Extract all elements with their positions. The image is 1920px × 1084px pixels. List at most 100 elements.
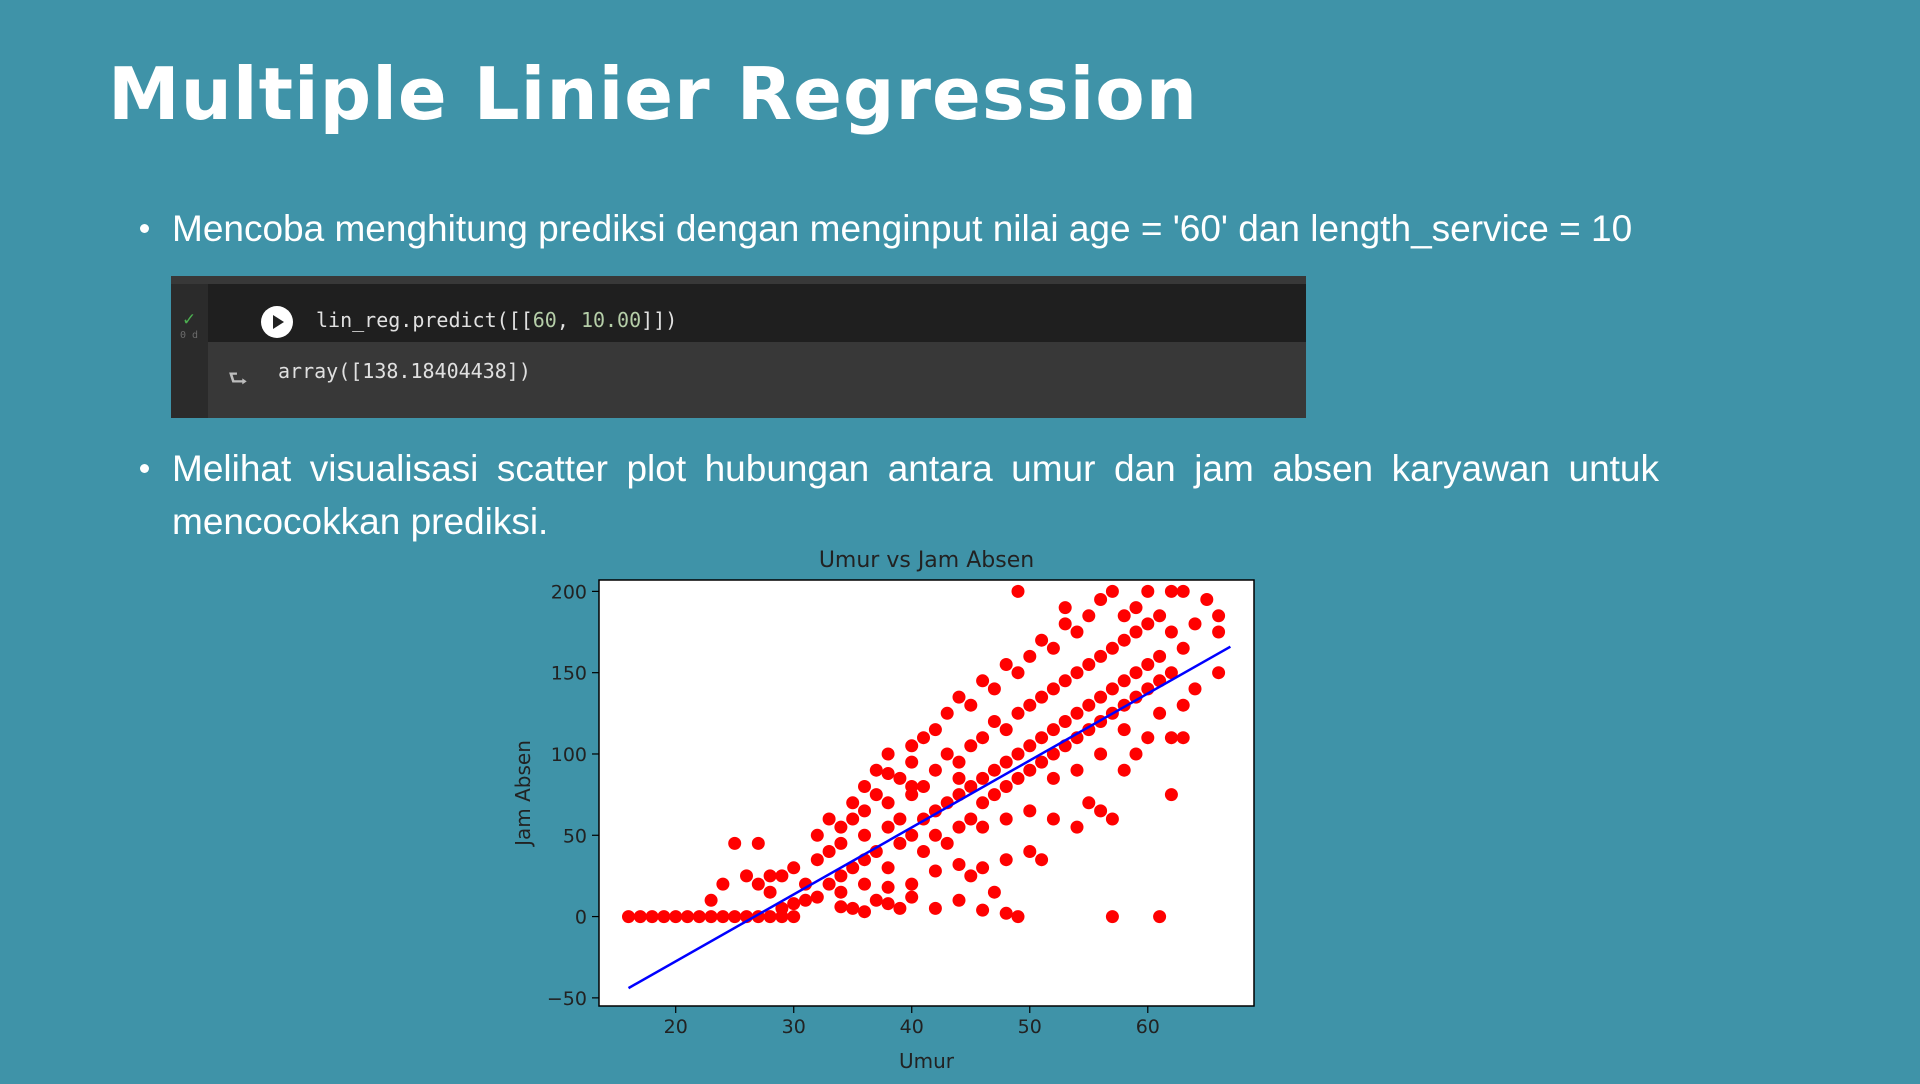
data-point (1011, 910, 1025, 924)
y-tick-label: 0 (575, 907, 587, 929)
y-tick-label: 100 (551, 744, 587, 766)
data-point (869, 788, 883, 802)
data-point (1164, 584, 1178, 598)
data-point (669, 910, 683, 924)
data-point (928, 723, 942, 737)
data-point (1082, 658, 1096, 671)
data-point (740, 869, 753, 883)
y-axis-label: Jam Absen (511, 740, 535, 848)
data-point (1164, 731, 1178, 745)
data-point (964, 739, 978, 753)
x-tick-label: 50 (1018, 1016, 1042, 1038)
bullet-item-2: Melihat visualisasi scatter plot hubunga… (140, 442, 1659, 552)
data-point (1212, 625, 1226, 639)
data-point (987, 715, 1001, 728)
data-point (1035, 633, 1049, 647)
data-point (976, 771, 990, 785)
data-point (1046, 723, 1060, 737)
data-point (834, 900, 848, 914)
data-point (999, 723, 1013, 737)
chart-svg: 20 30 40 50 60 −50 0 50 100 150 200 Umur vs Jam Abs… (511, 548, 1255, 1073)
data-point (1129, 625, 1143, 639)
code-output-text: array([138.18404438]) (278, 359, 531, 383)
x-tick-label: 20 (664, 1016, 688, 1038)
data-point (964, 812, 978, 826)
data-point (893, 836, 907, 850)
data-point (1011, 706, 1025, 720)
code-input-text[interactable]: lin_reg.predict([[60, 10.00]]) (316, 308, 678, 332)
data-point (1011, 666, 1025, 680)
data-point (858, 804, 871, 818)
x-tick-label: 30 (782, 1016, 806, 1038)
data-point (1105, 641, 1119, 655)
data-point (1164, 788, 1178, 802)
output-icon[interactable]: ⮑ (228, 367, 248, 392)
data-point (834, 836, 848, 850)
data-point (1129, 601, 1143, 615)
data-point (787, 861, 801, 875)
data-point (1046, 812, 1060, 826)
data-point (763, 885, 777, 899)
data-point (1046, 747, 1060, 761)
data-point (905, 739, 919, 753)
data-point (1129, 666, 1143, 680)
check-icon: ✓ (182, 310, 197, 330)
data-point (952, 755, 966, 769)
data-point (1082, 698, 1096, 712)
data-point (1176, 698, 1190, 712)
data-point (1117, 633, 1131, 647)
data-point (952, 690, 966, 704)
data-point (1176, 731, 1190, 745)
data-point (987, 682, 1001, 696)
data-point (1023, 804, 1037, 818)
data-point (846, 901, 860, 915)
data-point (952, 771, 966, 785)
y-tick-label: 50 (563, 825, 587, 847)
data-point (1129, 747, 1143, 761)
data-point (846, 812, 860, 826)
data-point (999, 853, 1013, 867)
run-cell-icon[interactable] (261, 306, 293, 338)
data-point (905, 755, 919, 769)
data-point (704, 910, 718, 924)
data-point (1011, 584, 1025, 598)
data-point (881, 861, 895, 875)
data-point (1070, 706, 1084, 720)
data-point (1105, 812, 1119, 826)
data-point (999, 906, 1013, 920)
execution-time: 0 d (180, 330, 199, 341)
data-point (1141, 658, 1155, 671)
data-point (964, 869, 978, 883)
data-point (952, 820, 966, 834)
data-point (692, 910, 706, 924)
data-point (1011, 747, 1025, 761)
data-point (905, 780, 919, 793)
data-point (1070, 666, 1084, 680)
data-point (834, 885, 848, 899)
data-point (1011, 771, 1025, 785)
data-point (799, 893, 812, 907)
code-input-area[interactable]: lin_reg.predict([[60, 10.00]]) (208, 284, 1306, 342)
data-point (869, 763, 883, 777)
data-point (999, 780, 1013, 793)
data-point (751, 836, 765, 850)
data-point (1058, 601, 1072, 615)
data-point (1141, 584, 1155, 598)
data-point (846, 861, 860, 875)
scatter-chart: 20 30 40 50 60 −50 0 50 100 150 200 Umur vs Jam Abs… (500, 535, 1280, 1080)
data-point (1070, 820, 1084, 834)
data-point (834, 820, 848, 834)
regression-line (627, 645, 1232, 990)
data-point (999, 658, 1013, 671)
data-point (1153, 706, 1167, 720)
data-point (810, 890, 824, 904)
data-point (1117, 723, 1131, 737)
data-point (1094, 747, 1108, 761)
data-point (834, 869, 848, 883)
data-point (917, 845, 930, 858)
data-point (622, 910, 635, 924)
data-point (1023, 845, 1037, 858)
data-point (1094, 804, 1108, 818)
data-point (999, 755, 1013, 769)
data-point (1105, 682, 1119, 696)
